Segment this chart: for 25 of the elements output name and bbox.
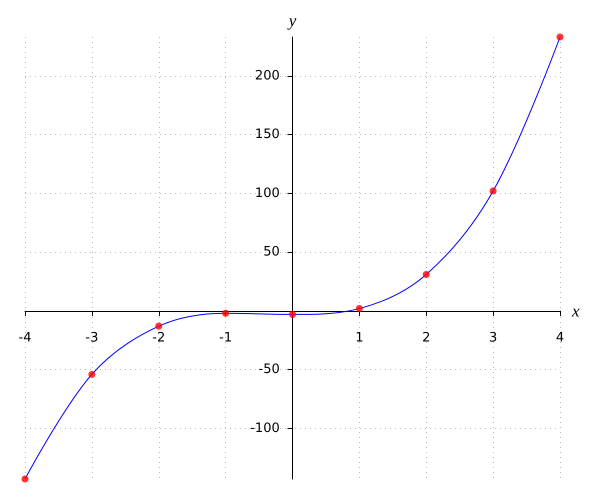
x-tick-label: 1 xyxy=(355,330,364,346)
y-tick-label: 150 xyxy=(254,127,280,142)
y-axis-title: y xyxy=(286,11,297,30)
y-tick-label: 200 xyxy=(254,68,280,84)
point xyxy=(88,370,96,378)
point xyxy=(222,310,230,317)
y-tick-label: -100 xyxy=(250,420,280,436)
point xyxy=(422,270,430,278)
x-tick-label: 4 xyxy=(556,330,564,346)
point xyxy=(490,187,497,194)
y-tick-label: 100 xyxy=(254,186,280,201)
x-tick-label: 2 xyxy=(422,330,430,346)
x-axis-title: x xyxy=(571,301,580,320)
x-tick-label: -3 xyxy=(85,330,98,346)
x-tick-label: -4 xyxy=(18,330,32,346)
y-tick-label: -50 xyxy=(258,362,280,378)
x-tick-label: -2 xyxy=(152,330,166,346)
point xyxy=(556,34,564,40)
point xyxy=(155,322,162,330)
point xyxy=(289,310,296,318)
y-tick-label: 50 xyxy=(263,244,280,260)
x-tick-label: -1 xyxy=(219,330,232,346)
point xyxy=(22,476,28,482)
x-tick-label: 3 xyxy=(488,330,498,346)
point xyxy=(356,305,363,312)
